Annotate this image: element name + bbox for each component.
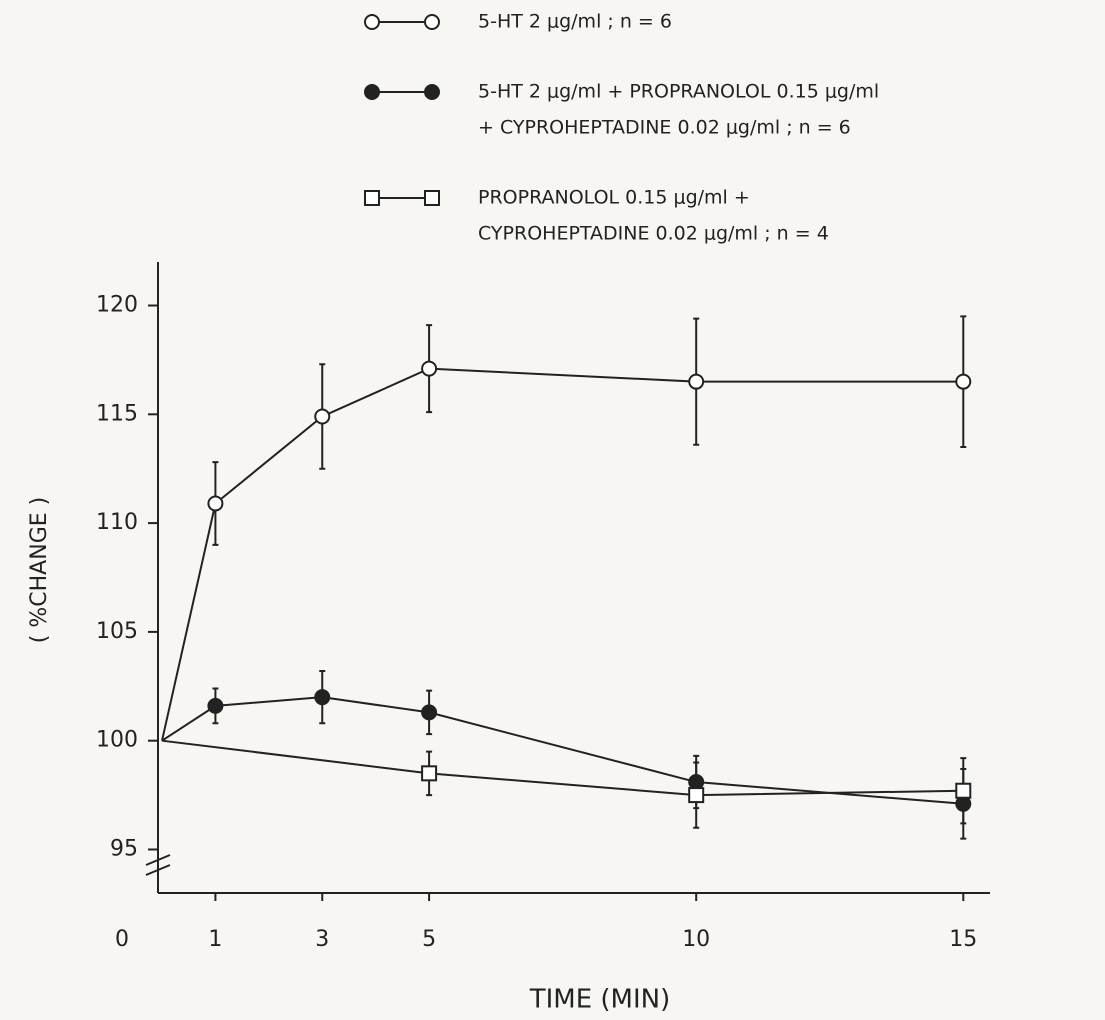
series-line [161, 367, 964, 741]
x-tick-label: 10 [682, 927, 710, 952]
data-point [314, 689, 331, 706]
legend-label: 5-HT 2 μg/ml + PROPRANOLOL 0.15 μg/ml [478, 81, 879, 103]
x-tick-label: 1 [208, 927, 222, 952]
legend-label: 5-HT 2 μg/ml ; n = 6 [478, 11, 672, 33]
data-point [688, 787, 705, 804]
legend-marker [364, 190, 380, 206]
series-line [161, 739, 964, 797]
y-tick-label: 110 [96, 510, 138, 535]
y-tick-label: 105 [96, 619, 138, 644]
data-point [688, 373, 705, 390]
legend-marker [424, 14, 440, 30]
data-point [421, 704, 438, 721]
origin-label: 0 [115, 927, 129, 952]
data-point [955, 373, 972, 390]
x-tick-label: 15 [949, 927, 977, 952]
legend-marker [364, 14, 380, 30]
legend-marker [424, 84, 440, 100]
y-tick-label: 100 [96, 728, 138, 753]
data-point [421, 360, 438, 377]
legend-marker [424, 190, 440, 206]
data-point [421, 765, 438, 782]
data-point [955, 782, 972, 799]
legend-label: CYPROHEPTADINE 0.02 μg/ml ; n = 4 [478, 223, 829, 245]
legend-marker [364, 84, 380, 100]
series-line [161, 696, 964, 805]
legend-label: + CYPROHEPTADINE 0.02 μg/ml ; n = 6 [478, 117, 851, 139]
y-tick-label: 95 [110, 836, 138, 861]
data-point [314, 408, 331, 425]
y-tick-label: 115 [96, 401, 138, 426]
data-point [207, 495, 224, 512]
axis-break [145, 854, 171, 893]
x-tick-label: 5 [422, 927, 436, 952]
data-point [207, 697, 224, 714]
legend-label: PROPRANOLOL 0.15 μg/ml + [478, 187, 750, 209]
y-tick-label: 120 [96, 293, 138, 318]
x-axis-label: TIME (MIN) [529, 985, 671, 1015]
x-tick-label: 3 [315, 927, 329, 952]
y-axis-label: ( %CHANGE ) [27, 497, 52, 643]
